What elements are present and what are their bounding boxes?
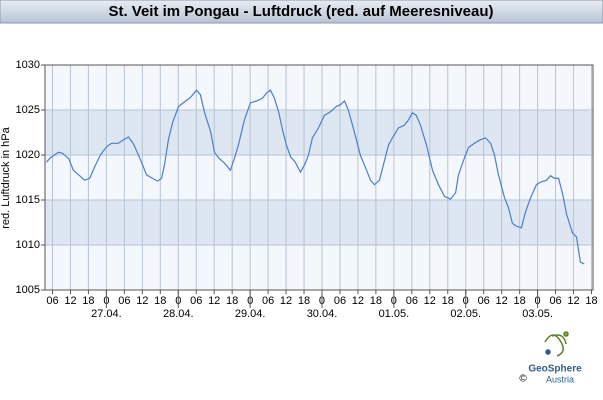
- x-tick-label: 18: [370, 295, 382, 307]
- logo: GeoSphere Austria ©: [519, 331, 582, 385]
- x-tick-label: 18: [442, 295, 454, 307]
- x-tick-label: 12: [352, 295, 364, 307]
- logo-name: GeoSphere: [528, 364, 582, 375]
- date-label: 03.05.: [522, 308, 553, 320]
- x-tick-label: 06: [262, 295, 274, 307]
- logo-sub: Austria: [546, 374, 574, 384]
- date-label: 01.05.: [379, 308, 410, 320]
- x-tick-label: 18: [298, 295, 310, 307]
- x-tick-label: 06: [334, 295, 346, 307]
- x-tick-label: 18: [226, 295, 238, 307]
- y-tick-label: 1030: [16, 59, 40, 71]
- x-tick-label: 06: [46, 295, 58, 307]
- x-tick-label: 12: [280, 295, 292, 307]
- y-tick-label: 1020: [16, 149, 40, 161]
- x-tick-label: 12: [567, 295, 579, 307]
- date-label: 28.04.: [163, 308, 194, 320]
- plot-frame: [44, 64, 594, 291]
- x-tick-label: 12: [208, 295, 220, 307]
- x-tick-label: 12: [496, 295, 508, 307]
- x-tick-label: 06: [406, 295, 418, 307]
- x-tick-label: 06: [190, 295, 202, 307]
- x-tick-label: 06: [549, 295, 561, 307]
- x-tick-label: 18: [585, 295, 597, 307]
- x-tick-label: 06: [478, 295, 490, 307]
- x-tick-label: 06: [118, 295, 130, 307]
- y-tick-label: 1005: [16, 284, 40, 296]
- chart-title: St. Veit im Pongau - Luftdruck (red. auf…: [108, 3, 493, 20]
- band: [45, 110, 593, 155]
- x-tick-label: 12: [136, 295, 148, 307]
- date-label: 29.04.: [235, 308, 266, 320]
- y-tick-label: 1010: [16, 239, 40, 251]
- data-line: [46, 89, 585, 265]
- y-axis-label: red. Luftdruck in hPa: [0, 126, 12, 228]
- date-label: 30.04.: [307, 308, 338, 320]
- x-tick-label: 18: [82, 295, 94, 307]
- y-tick-label: 1015: [16, 194, 40, 206]
- title-bar: [0, 0, 603, 24]
- date-label: 02.05.: [450, 308, 481, 320]
- x-tick-label: 18: [154, 295, 166, 307]
- x-tick-label: 12: [64, 295, 76, 307]
- copyright: ©: [519, 374, 527, 385]
- x-tick-label: 18: [514, 295, 526, 307]
- y-tick-label: 1025: [16, 104, 40, 116]
- date-label: 27.04.: [91, 308, 122, 320]
- band: [45, 200, 593, 245]
- x-tick-label: 12: [424, 295, 436, 307]
- plot-background: [45, 65, 593, 290]
